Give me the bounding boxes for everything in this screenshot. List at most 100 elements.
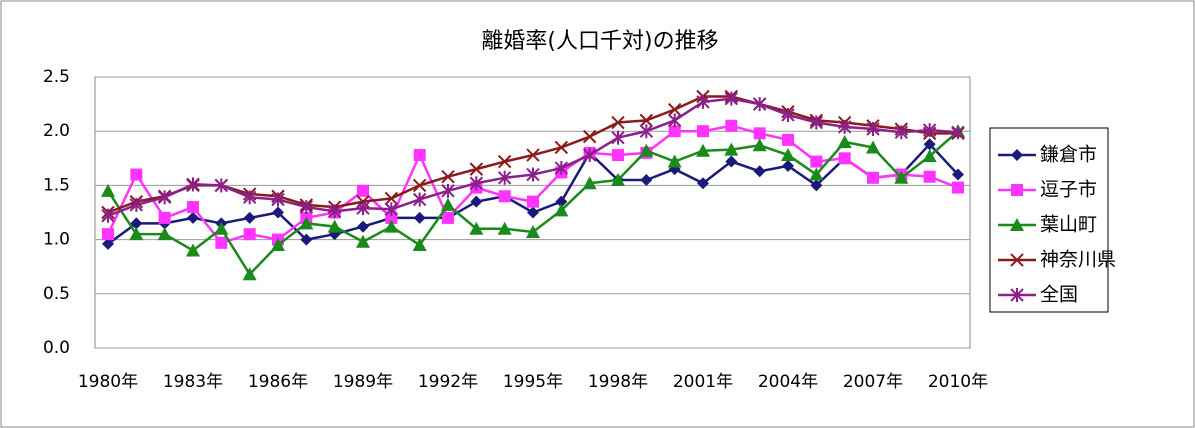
data-point [384,219,399,233]
chart-title: 離婚率(人口千対)の推移 [481,29,718,54]
data-point [555,195,568,208]
x-tick-label: 1989年 [333,372,393,392]
data-point [866,122,880,137]
legend-marker [1010,218,1024,231]
data-point [469,221,484,235]
data-point [413,149,426,162]
x-tick-label: 1998年 [588,372,648,392]
x-tick-label: 2010年 [928,372,988,392]
data-point [129,227,144,241]
data-point [866,140,880,154]
legend-label: 鎌倉市 [1040,144,1097,166]
data-point [186,243,200,257]
x-tick-label: 1980年 [78,372,138,392]
y-tick-label: 0.5 [43,284,70,304]
y-tick-label: 1.5 [43,175,70,195]
y-tick-label: 1.0 [43,230,70,250]
data-point [639,113,654,128]
data-point [810,179,823,192]
data-point [867,171,879,184]
data-point [752,138,767,152]
data-point [837,135,852,149]
data-point [385,211,398,224]
data-point [753,165,766,178]
data-point [497,221,512,235]
data-point [554,140,569,155]
data-point [299,200,314,215]
data-point [243,211,256,224]
data-point [441,170,455,184]
data-point [327,219,342,233]
data-point [922,123,937,138]
data-point [611,130,625,145]
x-tick-label: 2004年 [758,372,818,392]
data-point [611,115,625,130]
data-point [667,154,682,168]
data-point [952,181,964,194]
data-point [130,168,143,181]
y-tick-label: 0.0 [43,338,70,358]
data-point [894,125,909,140]
data-point [272,206,284,219]
data-point [752,97,767,112]
data-point [668,125,681,138]
data-point [952,168,964,181]
x-tick-label: 2007年 [843,372,903,392]
data-point [696,94,710,109]
data-point [781,148,795,162]
data-point [327,204,342,219]
data-point [498,190,511,203]
data-point [157,227,172,241]
x-tick-label: 1986年 [248,372,308,392]
data-point [667,113,682,128]
data-point [639,124,654,139]
data-point [582,148,597,163]
data-point [469,162,484,176]
data-point [215,236,228,249]
data-point [527,206,539,219]
data-point [356,201,370,216]
data-point [441,197,455,211]
data-point [412,192,427,207]
data-point [582,129,597,144]
data-point [611,172,625,186]
data-point [300,233,313,246]
legend-box [989,127,1109,313]
data-point [214,221,229,235]
data-point [582,176,597,190]
data-point [130,217,143,230]
data-point [697,125,709,138]
data-point [187,211,199,224]
data-point [497,170,512,185]
data-point [441,183,455,198]
data-point [894,170,909,184]
data-point [469,176,484,191]
data-point [725,155,738,168]
legend-marker [1011,184,1023,196]
data-point [101,208,115,223]
data-point [299,216,314,230]
data-point [384,191,399,206]
y-tick-label: 2.5 [43,67,70,87]
data-point [554,161,569,176]
data-point [922,149,937,163]
data-point [157,190,172,205]
data-point [497,154,512,169]
data-point [923,138,936,151]
data-point [413,211,426,224]
data-point [612,149,624,162]
data-point [526,148,540,162]
data-point [101,183,115,197]
data-point [412,178,427,193]
data-point [129,197,144,212]
data-point [809,115,824,130]
x-tick-label: 1983年 [163,372,223,392]
data-point [470,195,483,208]
data-point [242,190,257,205]
data-point [102,237,114,250]
data-point [412,238,427,252]
data-point [243,228,256,241]
data-point [527,195,539,208]
data-point [753,127,766,140]
data-point [923,170,936,183]
